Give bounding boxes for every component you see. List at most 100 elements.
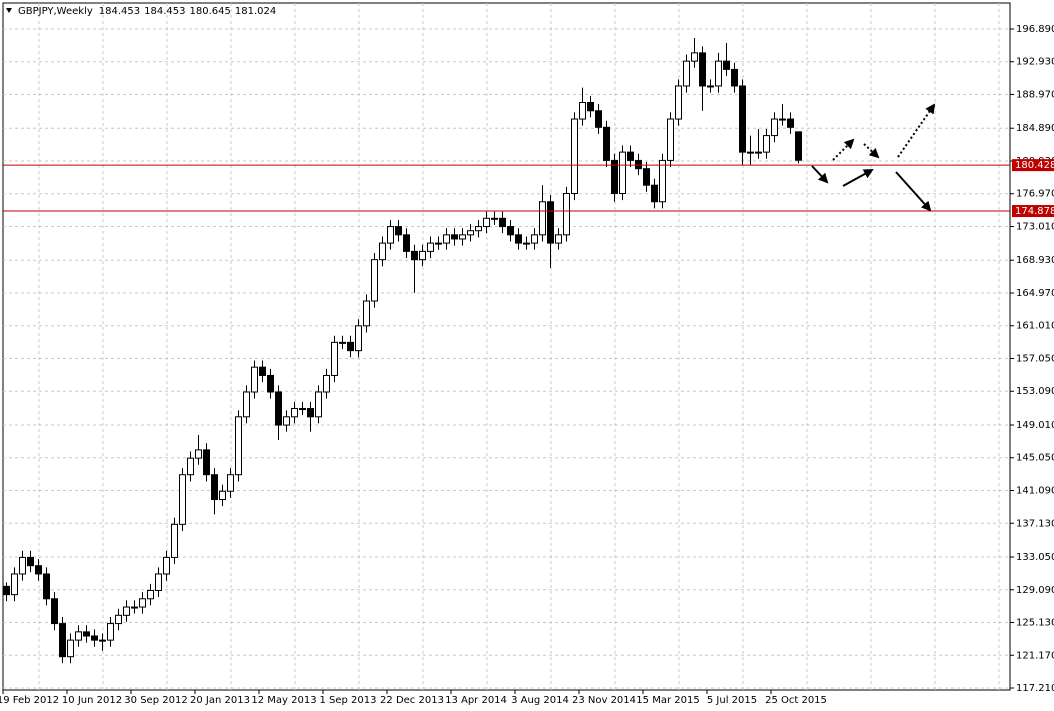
candle-body xyxy=(603,126,610,161)
candle-body xyxy=(387,226,394,244)
candle-body xyxy=(355,325,362,352)
candle-body xyxy=(139,598,146,608)
candle-body xyxy=(43,573,50,600)
menu-triangle[interactable] xyxy=(6,8,12,13)
candle-body xyxy=(371,259,378,302)
x-tick-label: 1 Sep 2013 xyxy=(319,695,376,706)
arrow xyxy=(832,138,855,161)
y-tick-label: 188.970 xyxy=(1016,89,1054,100)
candle-body xyxy=(523,242,530,245)
candle-body xyxy=(611,159,618,194)
y-tick-label: 161.010 xyxy=(1016,321,1054,332)
x-tick-label: 5 Jul 2015 xyxy=(707,695,757,706)
candle-body xyxy=(675,85,682,120)
candle-body xyxy=(227,474,234,492)
candle-body xyxy=(795,131,802,161)
y-tick-label: 153.090 xyxy=(1016,386,1054,397)
candle-body xyxy=(683,60,690,87)
candle-body xyxy=(643,168,650,186)
x-tick-label: 20 Jan 2013 xyxy=(190,695,250,706)
y-tick-label: 141.090 xyxy=(1016,486,1054,497)
candle-body xyxy=(307,408,314,418)
symbol: GBPJPY,Weekly xyxy=(18,6,93,17)
candle-body xyxy=(411,250,418,261)
candle-body xyxy=(35,565,42,575)
y-tick-label: 168.930 xyxy=(1016,255,1054,266)
candle-body xyxy=(595,110,602,128)
candle-body xyxy=(363,300,370,327)
candle-body xyxy=(99,639,106,642)
level-label: 174.878 xyxy=(1015,206,1054,217)
x-tick-label: 23 Nov 2014 xyxy=(572,695,636,706)
arrow xyxy=(811,165,829,184)
candle-body xyxy=(19,556,26,575)
candle-body xyxy=(483,217,490,228)
candle-body xyxy=(203,449,210,476)
level-label-bg xyxy=(1012,205,1054,218)
candle-body xyxy=(651,184,658,203)
candle-body xyxy=(435,242,442,245)
y-tick-label: 192.930 xyxy=(1016,57,1054,68)
candle-body xyxy=(187,457,194,476)
candle-body xyxy=(755,151,762,154)
x-tick-label: 3 Aug 2014 xyxy=(511,695,569,706)
candle-body xyxy=(699,52,706,87)
candle-body xyxy=(155,573,162,591)
candle-body xyxy=(763,135,770,153)
candle-body xyxy=(131,606,138,609)
candle-body xyxy=(787,118,794,128)
candle-body xyxy=(107,623,114,641)
candle-body xyxy=(283,416,290,426)
candle-body xyxy=(267,374,274,393)
candle-body xyxy=(179,474,186,525)
y-tick-label: 149.010 xyxy=(1016,420,1054,431)
y-tick-label: 173.010 xyxy=(1016,221,1054,232)
candle-body xyxy=(771,118,778,137)
candle-body xyxy=(51,598,58,625)
candle-body xyxy=(291,408,298,418)
candle-body xyxy=(27,556,34,567)
candle-body xyxy=(115,614,122,625)
candle-body xyxy=(515,234,522,244)
y-tick-label: 157.050 xyxy=(1016,353,1054,364)
candle-body xyxy=(83,631,90,637)
candle-body xyxy=(571,118,578,194)
candle-body xyxy=(419,250,426,261)
candle-body xyxy=(659,159,666,203)
candle-body xyxy=(451,234,458,240)
chart-layer: 196.890192.930188.970184.890180.930176.9… xyxy=(0,3,1054,706)
candle-body xyxy=(507,226,514,236)
candle-body xyxy=(315,391,322,418)
x-tick-label: 15 Mar 2015 xyxy=(636,695,699,706)
candle-body xyxy=(403,234,410,252)
candle-body xyxy=(275,391,282,426)
chart-header: GBPJPY,Weekly 184.453 184.453 180.645 181.02… xyxy=(18,6,276,17)
y-tick-label: 164.970 xyxy=(1016,288,1054,299)
candle-body xyxy=(331,341,338,376)
arrow xyxy=(863,143,880,159)
candle-body xyxy=(475,226,482,232)
x-tick-label: 22 Dec 2013 xyxy=(380,695,444,706)
candle-body xyxy=(123,606,130,616)
candle-body xyxy=(251,366,258,393)
arrow xyxy=(895,171,932,212)
y-tick-label: 145.050 xyxy=(1016,453,1054,464)
candle-body xyxy=(171,523,178,558)
candle-body xyxy=(667,118,674,161)
candle-body xyxy=(563,192,570,236)
plot-frame xyxy=(2,2,1011,691)
x-tick-label: 25 Oct 2015 xyxy=(765,695,827,706)
arrow xyxy=(897,103,936,158)
candle-body xyxy=(739,85,746,153)
candle-body xyxy=(579,102,586,120)
candle-body xyxy=(779,118,786,121)
candle-body xyxy=(299,408,306,411)
candle-body xyxy=(723,60,730,70)
level-label-bg xyxy=(1012,159,1054,172)
high: 184.453 xyxy=(144,6,185,17)
candle-body xyxy=(59,623,66,658)
candle-body xyxy=(427,242,434,252)
y-tick-label: 133.050 xyxy=(1016,552,1054,563)
y-tick-label: 117.210 xyxy=(1016,683,1054,694)
